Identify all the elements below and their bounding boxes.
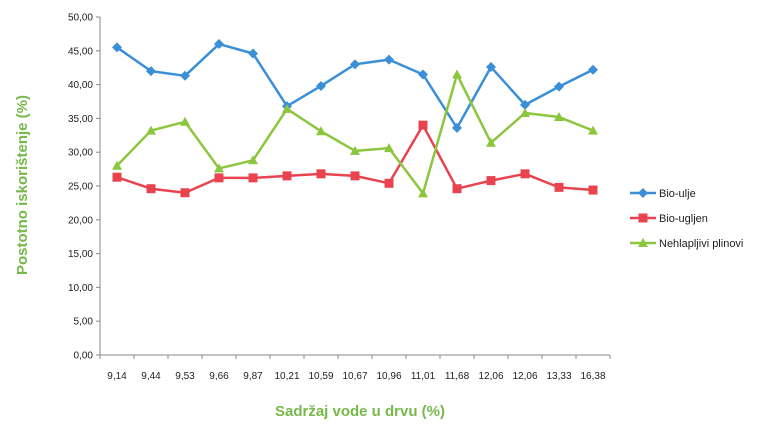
data-point (180, 188, 190, 198)
data-point (180, 116, 190, 126)
x-tick-label: 9,44 (141, 371, 161, 382)
data-point (248, 173, 258, 183)
data-point (588, 64, 598, 75)
legend-label: Bio-ulje (659, 188, 696, 200)
y-tick-label: 25,00 (68, 182, 93, 193)
legend-label: Nehlapljivi plinovi (659, 238, 743, 250)
legend-item: Bio-ugljen (630, 213, 708, 225)
y-tick-label: 5,00 (74, 317, 94, 328)
x-tick-label: 10,59 (308, 371, 333, 382)
data-point (554, 81, 564, 92)
data-point (588, 185, 598, 195)
data-point (350, 145, 360, 155)
x-tick-label: 10,21 (274, 371, 299, 382)
series-layer (112, 39, 598, 198)
x-tick-label: 10,67 (342, 371, 367, 382)
x-tick-label: 9,14 (107, 371, 127, 382)
y-tick-label: 30,00 (68, 148, 93, 159)
legend-item: Bio-ulje (630, 188, 696, 200)
data-point (520, 99, 530, 110)
data-point (146, 66, 156, 77)
series-bio-ulje (112, 39, 598, 133)
x-tick-label: 9,66 (209, 371, 229, 382)
data-point (316, 169, 326, 179)
x-tick-label: 12,06 (512, 371, 537, 382)
data-point (486, 137, 496, 147)
y-tick-label: 35,00 (68, 114, 93, 125)
data-point (248, 48, 258, 59)
y-tick-label: 15,00 (68, 249, 93, 260)
y-tick-label: 20,00 (68, 215, 93, 226)
data-point (486, 62, 496, 73)
data-point (418, 188, 428, 198)
data-point (350, 171, 360, 181)
x-axis: 9,14 9,44 9,53 9,66 9,87 10,21 10,59 10,67 10,96… (99, 354, 611, 382)
data-point (214, 39, 224, 50)
data-point (384, 178, 394, 188)
data-point (554, 182, 564, 192)
data-point (316, 80, 326, 91)
data-point (418, 69, 428, 80)
data-point (282, 103, 292, 113)
x-tick-label: 9,87 (243, 371, 263, 382)
data-point (588, 125, 598, 135)
data-point (112, 42, 122, 53)
data-point (418, 120, 428, 130)
y-axis: 0,00 5,00 10,00 15,00 20,00 25,00 30,00 35,00 40… (68, 13, 101, 362)
data-point (452, 122, 462, 133)
series-line (116, 123, 594, 195)
data-point (452, 69, 462, 79)
data-point (486, 176, 496, 186)
y-tick-label: 45,00 (68, 46, 93, 57)
data-point (452, 184, 462, 194)
y-tick-label: 0,00 (74, 351, 94, 362)
data-point (282, 171, 292, 181)
x-tick-label: 16,38 (580, 371, 605, 382)
x-tick-label: 11,01 (411, 371, 436, 382)
data-point (112, 160, 122, 170)
data-point (520, 169, 530, 179)
legend: Bio-ulje Bio-ugljen Nehlapljivi plinovi (630, 188, 743, 250)
data-point (214, 173, 224, 183)
data-point (146, 125, 156, 135)
data-point (316, 126, 326, 136)
legend-label: Bio-ugljen (659, 213, 708, 225)
x-tick-label: 12,06 (478, 371, 503, 382)
data-point (384, 54, 394, 65)
data-point (248, 155, 258, 165)
legend-marker (638, 238, 648, 247)
x-tick-label: 13,33 (546, 371, 571, 382)
x-axis-title: Sadržaj vode u drvu (%) (275, 403, 445, 420)
data-point (554, 112, 564, 122)
series-bio-ugljen (112, 120, 598, 198)
data-point (384, 143, 394, 153)
data-point (146, 184, 156, 194)
data-point (214, 163, 224, 173)
x-tick-label: 10,96 (376, 371, 401, 382)
legend-marker (638, 188, 648, 198)
legend-item: Nehlapljivi plinovi (630, 238, 743, 250)
data-point (520, 107, 530, 117)
y-tick-label: 10,00 (68, 283, 93, 294)
x-tick-label: 9,53 (175, 371, 195, 382)
data-point (112, 172, 122, 182)
series-nehlapljivi-plinovi (112, 69, 598, 198)
legend-marker (638, 213, 648, 223)
y-axis-title: Postotno iskorištenje (%) (14, 95, 31, 275)
y-tick-label: 40,00 (68, 80, 93, 91)
data-point (350, 59, 360, 70)
y-tick-label: 50,00 (68, 13, 93, 24)
data-point (180, 70, 190, 81)
x-tick-label: 11,68 (445, 371, 470, 382)
